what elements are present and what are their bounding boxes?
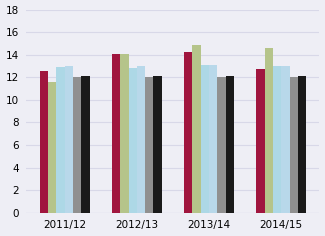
Bar bbox=[120, 54, 129, 213]
Bar bbox=[145, 77, 153, 213]
Bar bbox=[184, 52, 192, 213]
Bar bbox=[112, 54, 120, 213]
Bar bbox=[65, 66, 73, 213]
Bar bbox=[48, 82, 56, 213]
Bar bbox=[281, 66, 290, 213]
Bar bbox=[265, 48, 273, 213]
Bar bbox=[290, 77, 298, 213]
Bar bbox=[226, 76, 234, 213]
Bar bbox=[56, 67, 65, 213]
Bar bbox=[209, 65, 217, 213]
Bar bbox=[40, 71, 48, 213]
Bar bbox=[153, 76, 162, 213]
Bar bbox=[137, 66, 145, 213]
Bar bbox=[81, 76, 90, 213]
Bar bbox=[192, 45, 201, 213]
Bar bbox=[298, 76, 306, 213]
Bar bbox=[256, 69, 265, 213]
Bar bbox=[201, 65, 209, 213]
Bar bbox=[129, 68, 137, 213]
Bar bbox=[273, 66, 281, 213]
Bar bbox=[73, 77, 81, 213]
Bar bbox=[217, 77, 226, 213]
